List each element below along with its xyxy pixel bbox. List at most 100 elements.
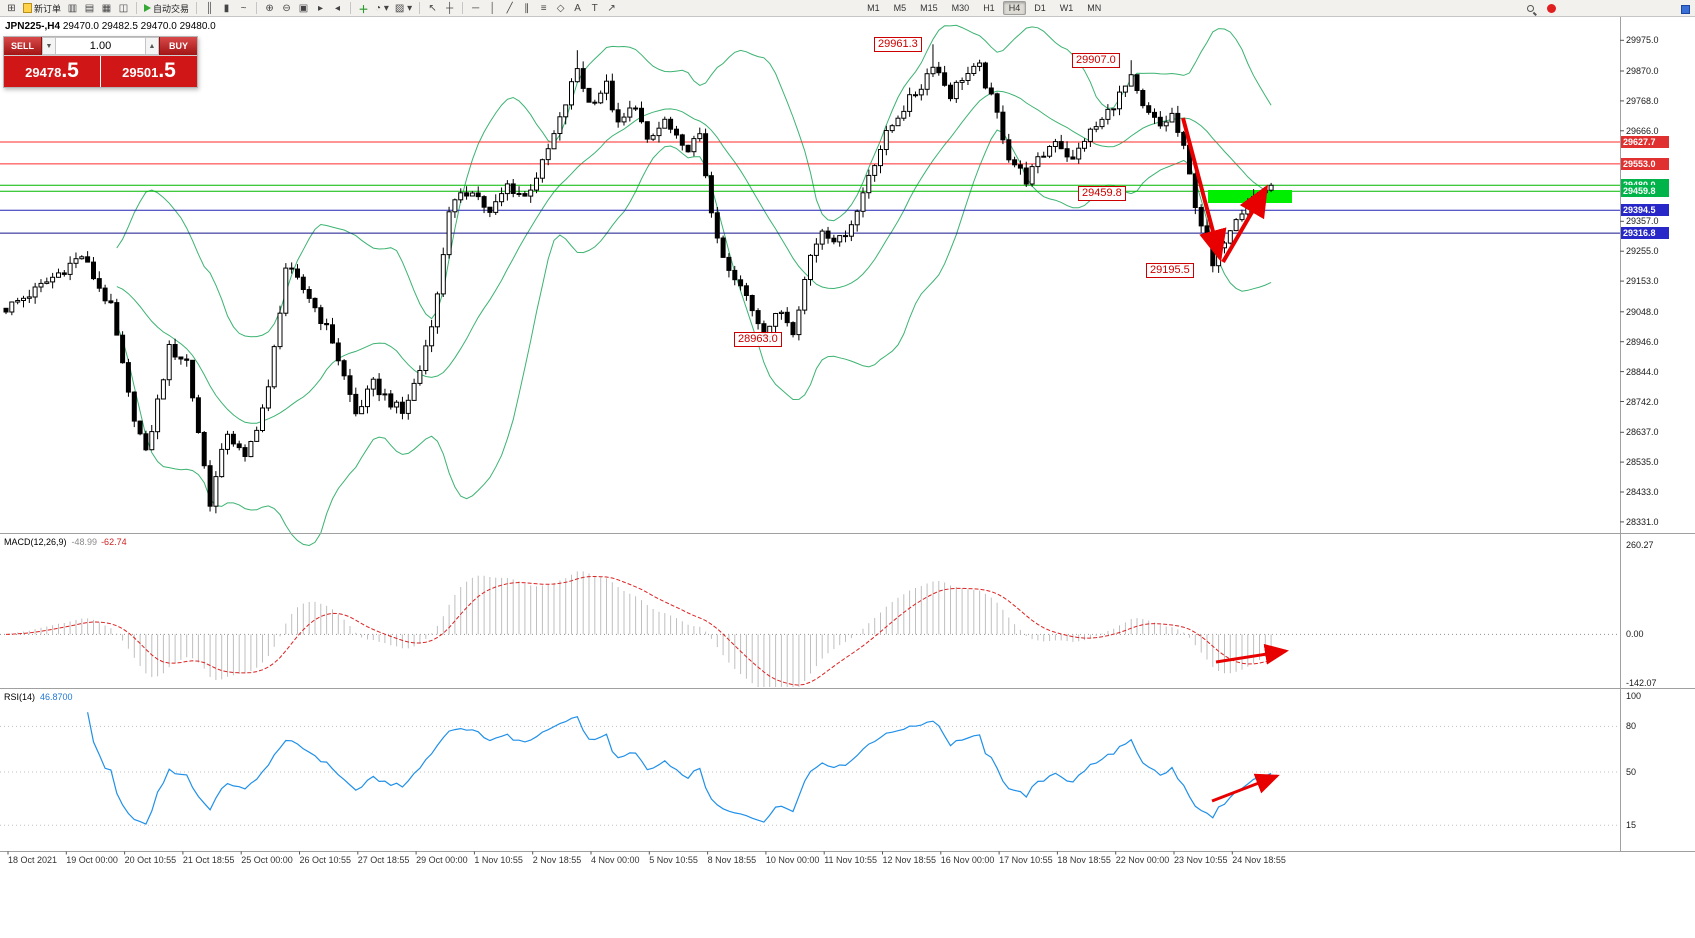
crosshair-icon[interactable]: ┼ xyxy=(446,2,454,14)
timeframe-button-h1[interactable]: H1 xyxy=(983,3,995,13)
price-scale-tick: 28742.0 xyxy=(1626,396,1659,407)
toolbar-divider xyxy=(350,2,352,14)
zoom-out-icon[interactable]: ⊖ xyxy=(282,2,291,14)
trade-prices-row: 29478.5 29501.5 xyxy=(4,56,197,87)
price-callout[interactable]: 29961.3 xyxy=(874,37,922,52)
volume-field[interactable]: 1.00 xyxy=(56,37,145,55)
macd-label: MACD(12,26,9) -48.99 -62.74 xyxy=(4,537,127,547)
support-zone-highlight[interactable] xyxy=(1208,190,1292,203)
data-window-icon[interactable]: ▤ xyxy=(84,2,95,14)
price-callout[interactable]: 29459.8 xyxy=(1078,186,1126,201)
buy-price[interactable]: 29501.5 xyxy=(101,56,197,87)
sell-button[interactable]: SELL xyxy=(4,37,42,55)
toolbar: ⊞ 新订单 ▥ ▤ ▦ ◫ 自动交易 ║ ▮ ~ ⊕ ⊖ ▣ ▸ ◂ ＋ ◔ ▾… xyxy=(0,0,1695,17)
timeframe-button-m15[interactable]: M15 xyxy=(920,3,938,13)
ohlc-text: 29470.0 29482.5 29470.0 29480.0 xyxy=(62,21,216,32)
rsi-value: 46.8700 xyxy=(40,692,73,702)
volume-decrement-button[interactable]: ▼ xyxy=(42,37,56,55)
timeframe-button-mn[interactable]: MN xyxy=(1087,3,1102,13)
volume-increment-button[interactable]: ▲ xyxy=(145,37,159,55)
line-chart-icon[interactable]: ~ xyxy=(240,2,247,14)
new-chart-icon[interactable]: ⊞ xyxy=(7,2,16,14)
macd-signal-line xyxy=(5,575,1272,686)
time-axis-label: 4 Nov 00:00 xyxy=(591,855,640,865)
timeframe-button-m30[interactable]: M30 xyxy=(951,3,970,13)
timeframe-button-m1[interactable]: M1 xyxy=(867,3,880,13)
macd-main-value: -48.99 xyxy=(71,537,98,547)
price-callout[interactable]: 28963.0 xyxy=(734,332,782,347)
time-axis-label: 18 Nov 18:55 xyxy=(1057,855,1111,865)
price-scale-tick: 29255.0 xyxy=(1626,246,1659,257)
macd-name: MACD(12,26,9) xyxy=(4,537,67,547)
macd-scale-zero: 0.00 xyxy=(1626,629,1644,640)
buy-price-pips: .5 xyxy=(158,59,176,82)
indicators-icon[interactable]: ＋ xyxy=(358,4,369,16)
toolbar-divider xyxy=(256,2,258,14)
price-scale-tick: 29975.0 xyxy=(1626,35,1659,46)
text-icon[interactable]: A xyxy=(574,2,581,14)
periods-icon[interactable]: ◔ ▾ xyxy=(375,2,389,14)
toolbar-right-group xyxy=(1522,1,1560,16)
price-tag-29316.8: 29316.8 xyxy=(1621,227,1669,240)
annotation-arrow-1[interactable] xyxy=(1181,117,1227,262)
trade-controls-row: SELL ▼ 1.00 ▲ BUY xyxy=(4,37,197,56)
timeframe-button-w1[interactable]: W1 xyxy=(1059,3,1074,13)
candles-layer xyxy=(3,44,1274,514)
window-icon[interactable] xyxy=(1677,2,1694,17)
toolbar-divider xyxy=(196,2,198,14)
zoom-in-icon[interactable]: ⊕ xyxy=(265,2,274,14)
price-scale-tick: 29048.0 xyxy=(1626,306,1659,317)
time-axis-label: 29 Oct 00:00 xyxy=(416,855,468,865)
time-axis-label: 12 Nov 18:55 xyxy=(882,855,937,865)
annotation-arrow-4[interactable] xyxy=(1211,773,1280,803)
candlestick-chart-icon[interactable]: ▮ xyxy=(223,2,230,14)
horizontal-level-lines[interactable] xyxy=(0,141,1620,234)
annotation-arrow-2[interactable] xyxy=(1221,184,1269,264)
horizontal-line-icon[interactable]: ─ xyxy=(472,2,480,14)
bollinger-upper xyxy=(116,24,1272,338)
price-scale-tick: 28433.0 xyxy=(1626,487,1659,498)
trendline-icon[interactable]: ╱ xyxy=(506,2,513,14)
time-axis-label: 19 Oct 00:00 xyxy=(66,855,118,865)
channel-icon[interactable]: ∥ xyxy=(524,2,530,14)
shapes-icon[interactable]: ◇ xyxy=(556,2,565,14)
chart-shift-icon[interactable]: ◂ xyxy=(335,2,341,14)
timeframe-button-d1[interactable]: D1 xyxy=(1034,3,1046,13)
terminal-icon[interactable]: ◫ xyxy=(118,2,129,14)
text-label-icon[interactable]: T xyxy=(591,2,598,14)
arrow-object-icon[interactable]: ↗ xyxy=(607,2,616,14)
new-order-icon xyxy=(23,3,32,13)
price-callout[interactable]: 29907.0 xyxy=(1072,53,1120,68)
time-axis-label: 22 Nov 00:00 xyxy=(1115,855,1170,865)
record-icon[interactable] xyxy=(1543,1,1560,16)
time-axis-label: 17 Nov 10:55 xyxy=(999,855,1053,865)
autotrading-play-icon xyxy=(144,4,152,12)
sell-price-pips: .5 xyxy=(61,59,79,82)
navigator-icon[interactable]: ▦ xyxy=(101,2,112,14)
market-watch-icon[interactable]: ▥ xyxy=(67,2,78,14)
price-tag-29627.7: 29627.7 xyxy=(1621,136,1669,148)
time-axis-label: 2 Nov 18:55 xyxy=(532,855,582,865)
timeframe-button-h4[interactable]: H4 xyxy=(1002,1,1027,15)
search-icon[interactable] xyxy=(1522,1,1539,16)
tile-windows-icon[interactable]: ▣ xyxy=(298,2,309,14)
annotation-arrow-3[interactable] xyxy=(1215,643,1289,665)
timeframe-button-m5[interactable]: M5 xyxy=(893,3,907,13)
symbol-period-text: JPN225-,H4 xyxy=(5,21,61,32)
auto-scroll-icon[interactable]: ▸ xyxy=(318,2,324,14)
buy-button[interactable]: BUY xyxy=(159,37,197,55)
new-order-button[interactable]: 新订单 xyxy=(20,1,64,16)
templates-icon[interactable]: ▨ ▾ xyxy=(394,2,413,14)
timeframe-toolbar: M1 M5 M15 M30 H1 H4 D1 W1 MN xyxy=(860,1,1108,15)
bollinger-lower xyxy=(116,129,1272,547)
autotrading-button[interactable]: 自动交易 xyxy=(141,1,192,16)
fibonacci-icon[interactable]: ≡ xyxy=(540,2,547,14)
bar-chart-icon[interactable]: ║ xyxy=(205,2,214,14)
cursor-icon[interactable]: ↖ xyxy=(428,2,437,14)
macd-histogram xyxy=(11,571,1272,687)
vertical-line-icon[interactable]: │ xyxy=(489,2,496,14)
sell-price[interactable]: 29478.5 xyxy=(4,56,100,87)
macd-scale-max: 260.27 xyxy=(1626,540,1654,550)
price-callout[interactable]: 29195.5 xyxy=(1146,263,1194,278)
